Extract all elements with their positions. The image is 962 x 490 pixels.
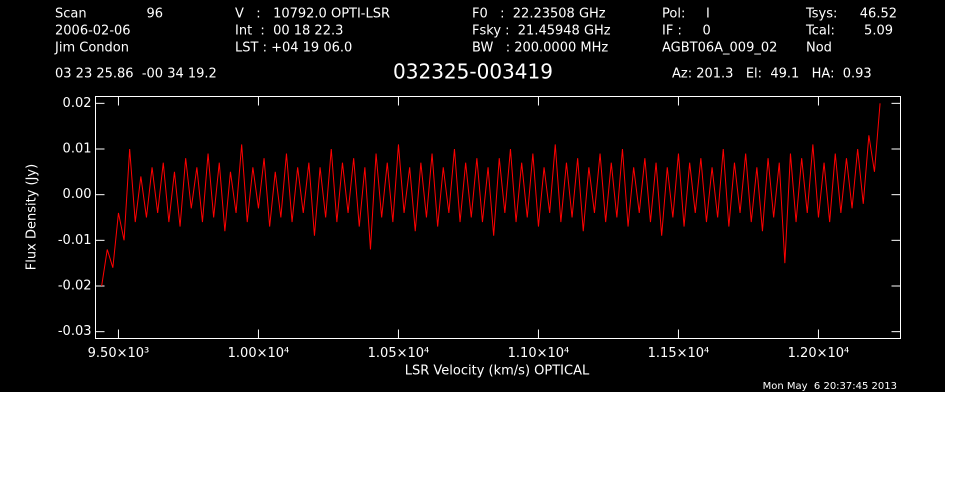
y-tick-label: 0.02 (63, 96, 92, 111)
x-tick-label: 1.15×10⁴ (648, 346, 710, 361)
header-annotation: 5.09 (864, 24, 893, 39)
header-annotation: Mon May 6 20:37:45 2013 (763, 381, 897, 392)
header-annotation: AGBT06A_009_02 (662, 41, 777, 56)
header-annotation: V : 10792.0 OPTI-LSR (235, 7, 390, 22)
y-tick-label: -0.02 (58, 278, 92, 293)
header-annotation: Pol: I (662, 7, 710, 22)
x-tick-label: 1.10×10⁴ (508, 346, 570, 361)
plot-background (0, 0, 945, 392)
header-annotation: 96 (146, 7, 163, 22)
chart-title: 032325-003419 (393, 60, 553, 84)
header-annotation: Fsky : 21.45948 GHz (472, 24, 611, 39)
header-annotation: Scan (55, 7, 87, 22)
y-axis-label: Flux Density (Jy) (25, 164, 40, 270)
header-annotation: BW : 200.0000 MHz (472, 41, 608, 56)
header-annotation: 2006-02-06 (55, 24, 131, 39)
y-tick-label: 0.01 (63, 142, 92, 157)
header-annotation: Nod (806, 41, 832, 56)
header-annotation: Tcal: (805, 24, 835, 39)
header-annotation: Tsys: (805, 7, 837, 22)
y-tick-label: -0.03 (58, 324, 92, 339)
y-tick-label: -0.01 (58, 233, 92, 248)
header-annotation: 46.52 (860, 7, 897, 22)
header-annotation: 03 23 25.86 -00 34 19.2 (55, 67, 217, 82)
x-tick-label: 1.20×10⁴ (788, 346, 850, 361)
header-annotation: Jim Condon (54, 41, 129, 56)
header-annotation: LST : +04 19 06.0 (235, 41, 352, 56)
spectrum-line (101, 103, 881, 287)
header-annotation: Int : 00 18 22.3 (235, 24, 343, 39)
x-axis-label: LSR Velocity (km/s) OPTICAL (405, 364, 590, 379)
header-annotation: Az: 201.3 El: 49.1 HA: 0.93 (672, 67, 872, 82)
x-tick-label: 1.05×10⁴ (368, 346, 430, 361)
axes-frame (95, 96, 901, 339)
header-annotation: F0 : 22.23508 GHz (472, 7, 606, 22)
x-tick-label: 1.00×10⁴ (228, 346, 290, 361)
header-annotation: IF : 0 (662, 24, 711, 39)
y-tick-label: 0.00 (63, 187, 92, 202)
x-tick-label: 9.50×10³ (88, 346, 150, 361)
